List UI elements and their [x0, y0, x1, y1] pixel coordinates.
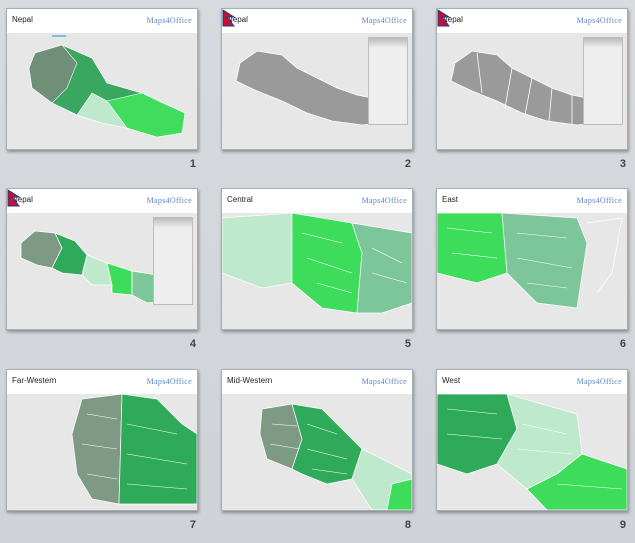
slide-thumbnail-5[interactable]: Central Maps4Office	[221, 188, 413, 330]
slide-canvas	[7, 33, 197, 149]
nepal-flag-icon	[222, 9, 236, 27]
slide-number: 7	[189, 519, 196, 531]
maps4office-logo: Maps4Office	[146, 16, 192, 25]
slide-title: Nepal	[442, 15, 463, 24]
slide-number: 8	[404, 519, 411, 531]
slide-thumbnail-4[interactable]: Nepal Maps4Office	[6, 188, 198, 330]
east-region-map	[437, 213, 623, 309]
maps4office-logo: Maps4Office	[361, 196, 407, 205]
slide-title: Nepal	[12, 195, 33, 204]
maps4office-logo: Maps4Office	[361, 377, 407, 386]
slide-thumbnail-7[interactable]: Far-Western Maps4Office	[6, 369, 198, 511]
slide-number: 3	[619, 158, 626, 170]
slide-title: Nepal	[12, 15, 33, 24]
slide-canvas	[437, 213, 627, 329]
slide-title: Mid-Western	[227, 376, 273, 385]
west-region-map	[437, 394, 627, 510]
slide-thumbnail-3[interactable]: Nepal Maps4Office	[436, 8, 628, 150]
slide-thumbnail-2[interactable]: Nepal Maps4Office	[221, 8, 413, 150]
slide-thumbnail-1[interactable]: Nepal Maps4Office	[6, 8, 198, 150]
mid-western-region-map	[259, 403, 412, 510]
legend-box	[583, 37, 623, 125]
slide-number: 2	[404, 158, 411, 170]
nepal-flag-icon	[7, 189, 21, 207]
maps4office-logo: Maps4Office	[576, 377, 622, 386]
nepal-districts-map	[28, 35, 186, 138]
slide-number: 9	[619, 519, 626, 531]
slide-number: 6	[619, 338, 626, 350]
slide-thumbnail-9[interactable]: West Maps4Office	[436, 369, 628, 511]
slide-title: Far-Western	[12, 376, 57, 385]
central-region-map	[222, 213, 412, 314]
nepal-flag-icon	[437, 9, 451, 27]
slide-thumbnail-8[interactable]: Mid-Western Maps4Office	[221, 369, 413, 511]
legend-box	[153, 217, 193, 305]
legend-box	[368, 37, 408, 125]
slide-thumbnail-6[interactable]: East Maps4Office	[436, 188, 628, 330]
slide-number: 4	[189, 338, 196, 350]
slide-canvas	[7, 394, 197, 510]
slide-title: Nepal	[227, 15, 248, 24]
maps4office-logo: Maps4Office	[576, 16, 622, 25]
slide-canvas	[437, 394, 627, 510]
maps4office-logo: Maps4Office	[146, 196, 192, 205]
far-western-region-map	[71, 394, 197, 505]
slide-number: 1	[189, 158, 196, 170]
maps4office-logo: Maps4Office	[146, 377, 192, 386]
nepal-development-regions-map	[20, 230, 166, 304]
slide-number: 5	[404, 338, 411, 350]
slide-title: Central	[227, 195, 253, 204]
slide-title: West	[442, 376, 461, 385]
slide-title: East	[442, 195, 459, 204]
slide-canvas	[222, 394, 412, 510]
maps4office-logo: Maps4Office	[576, 196, 622, 205]
maps4office-logo: Maps4Office	[361, 16, 407, 25]
slide-canvas	[222, 213, 412, 329]
